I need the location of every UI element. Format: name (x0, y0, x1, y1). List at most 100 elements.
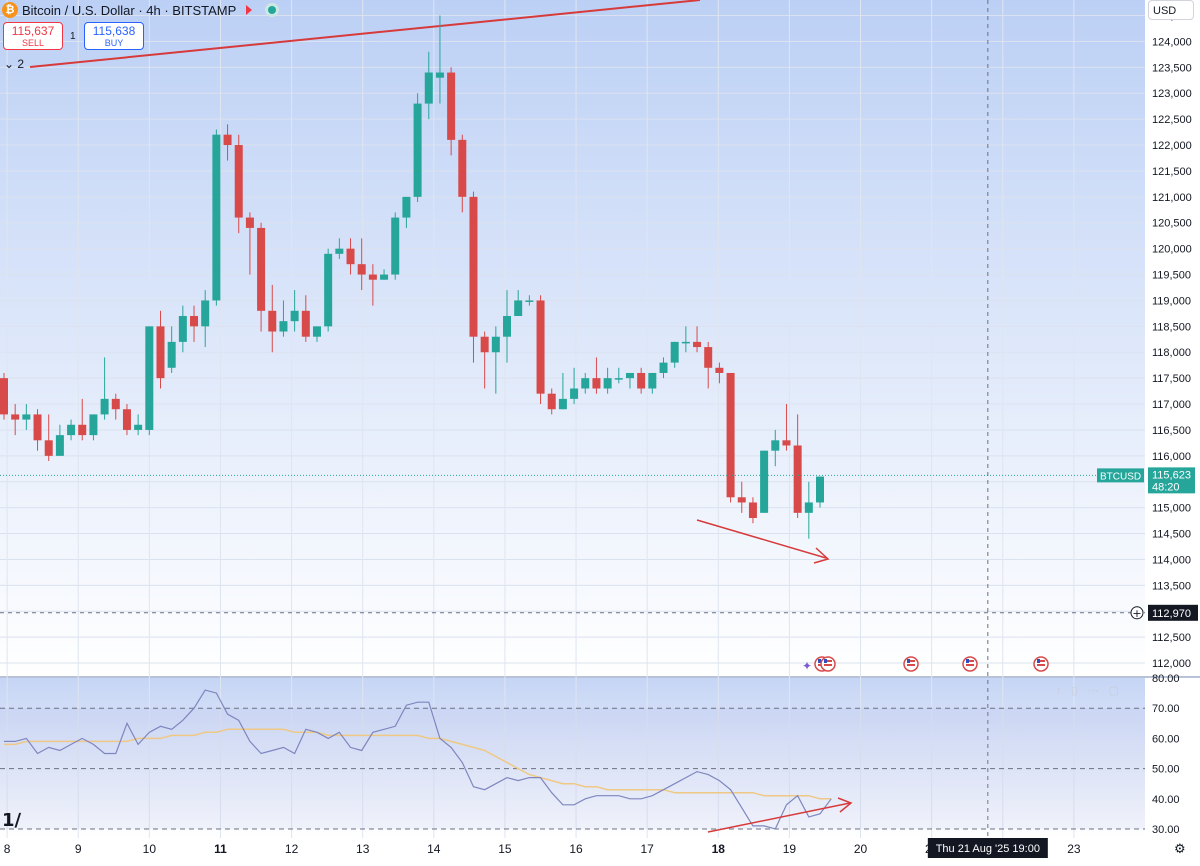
candle-body (145, 326, 154, 430)
candle-body (156, 326, 165, 379)
price-tick-label: 116,500 (1152, 425, 1191, 437)
candle-body (536, 300, 545, 394)
symbol-title[interactable]: Bitcoin / U.S. Dollar · 4h · BITSTAMP (22, 2, 237, 18)
candle-body (312, 326, 321, 337)
price-tick-label: 117,500 (1152, 373, 1191, 385)
price-tick-label: 113,500 (1152, 580, 1191, 592)
candle-body (89, 414, 98, 436)
price-tick-label: 115,000 (1152, 503, 1191, 515)
candle-body (435, 72, 444, 78)
rsi-tick-label: 70.00 (1152, 703, 1180, 715)
price-tick-label: 123,000 (1152, 88, 1192, 100)
price-tick-label: 122,500 (1152, 114, 1192, 126)
arrowhead-rsi (837, 797, 853, 813)
candle-body (11, 414, 20, 420)
price-tick-label: 114,000 (1152, 554, 1191, 566)
indicators-toggle[interactable]: ⌄ 2 (4, 57, 24, 71)
symbol-tag-bg (1097, 468, 1144, 483)
flag-stripe (824, 664, 832, 666)
price-tick-label: 114,500 (1152, 529, 1191, 541)
market-status-icon (268, 6, 277, 14)
candle-body (178, 315, 187, 342)
candle-body (167, 341, 176, 368)
us-event-icon (903, 656, 919, 672)
divergence-arrow-price (696, 519, 827, 559)
trash-icon[interactable]: ▯ (1071, 685, 1088, 697)
candle-body (637, 372, 646, 389)
time-tick-label: 10 (143, 842, 157, 856)
flag-canton (907, 659, 910, 663)
candle-body (234, 145, 243, 218)
candle-body (134, 424, 143, 430)
candle-body (111, 398, 120, 410)
time-tick-label: 23 (1067, 842, 1081, 856)
bitcoin-logo-icon: ₿ (2, 2, 18, 18)
time-tick-label: 18 (712, 842, 726, 856)
candle-body (793, 445, 802, 513)
candle-body (726, 372, 735, 498)
candle-body (257, 227, 266, 311)
more-icon[interactable]: ⋯ (1087, 685, 1109, 697)
rsi-ma-line (4, 728, 832, 800)
candle-body (324, 253, 333, 327)
price-tick-label: 120,500 (1152, 218, 1192, 230)
flag-canton (966, 659, 969, 663)
sell-label: SELL (21, 38, 45, 48)
candle-body (704, 347, 713, 368)
pane-tools: ↑▯⋯▢ (1056, 684, 1129, 697)
price-tick-label: 121,000 (1152, 192, 1192, 204)
candle-body (190, 315, 199, 327)
candle-body (458, 139, 467, 197)
flag-canton (1037, 659, 1040, 663)
candle-body (592, 378, 601, 389)
candle-body (760, 450, 769, 513)
candle-body (480, 336, 489, 353)
candle-body (335, 248, 344, 254)
time-tick-label: 20 (854, 842, 868, 856)
candle-body (55, 435, 64, 456)
price-tick-label: 124,000 (1152, 36, 1192, 48)
buy-button[interactable]: 115,638 BUY (84, 22, 144, 50)
price-tick-label: 118,000 (1152, 347, 1191, 359)
price-tick-label: 119,000 (1152, 295, 1191, 307)
candle-body (469, 196, 478, 337)
sell-button[interactable]: 115,637 SELL (3, 22, 63, 50)
plus-icon: + (1132, 607, 1141, 620)
time-tick-label: 11 (214, 842, 227, 856)
maximize-icon[interactable]: ▢ (1108, 685, 1129, 697)
candle-body (33, 414, 42, 441)
candle-body (346, 248, 355, 265)
flag-icon[interactable] (246, 5, 253, 15)
chevron-down-icon: ⌄ (4, 57, 15, 71)
currency-selector[interactable]: USD (1148, 0, 1194, 20)
time-axis-background (0, 838, 1200, 861)
crosshair-price-bg (1148, 604, 1198, 621)
price-tick-label: 119,500 (1152, 270, 1191, 282)
price-tick-label: 117,000 (1152, 399, 1191, 411)
rsi-pane-background (0, 678, 1145, 838)
chart-header: ₿ Bitcoin / U.S. Dollar · 4h · BITSTAMP (0, 0, 277, 20)
rsi-line (4, 689, 832, 830)
candle-body (44, 440, 53, 456)
price-tick-label: 112,000 (1152, 658, 1191, 670)
time-tick-label: 15 (498, 842, 512, 856)
trend-line-upper (29, 0, 701, 68)
candle-body (737, 497, 746, 503)
main-pane-background (0, 0, 1145, 676)
candle-body (100, 398, 109, 415)
arrow-up-icon[interactable]: ↑ (1056, 685, 1072, 697)
price-tick-label: 120,000 (1152, 244, 1192, 256)
price-tick-label: 116,000 (1152, 451, 1191, 463)
candle-body (447, 72, 456, 140)
candle-body (748, 502, 757, 519)
candle-body (424, 72, 433, 104)
candle-body (413, 103, 422, 197)
candle-body (648, 372, 657, 389)
rsi-tick-label: 60.00 (1152, 733, 1180, 745)
candle-body (279, 321, 288, 332)
candle-body (681, 341, 690, 344)
candle-body (570, 388, 579, 399)
candle-body (547, 393, 556, 410)
crosshair-time-bg (927, 838, 1048, 858)
